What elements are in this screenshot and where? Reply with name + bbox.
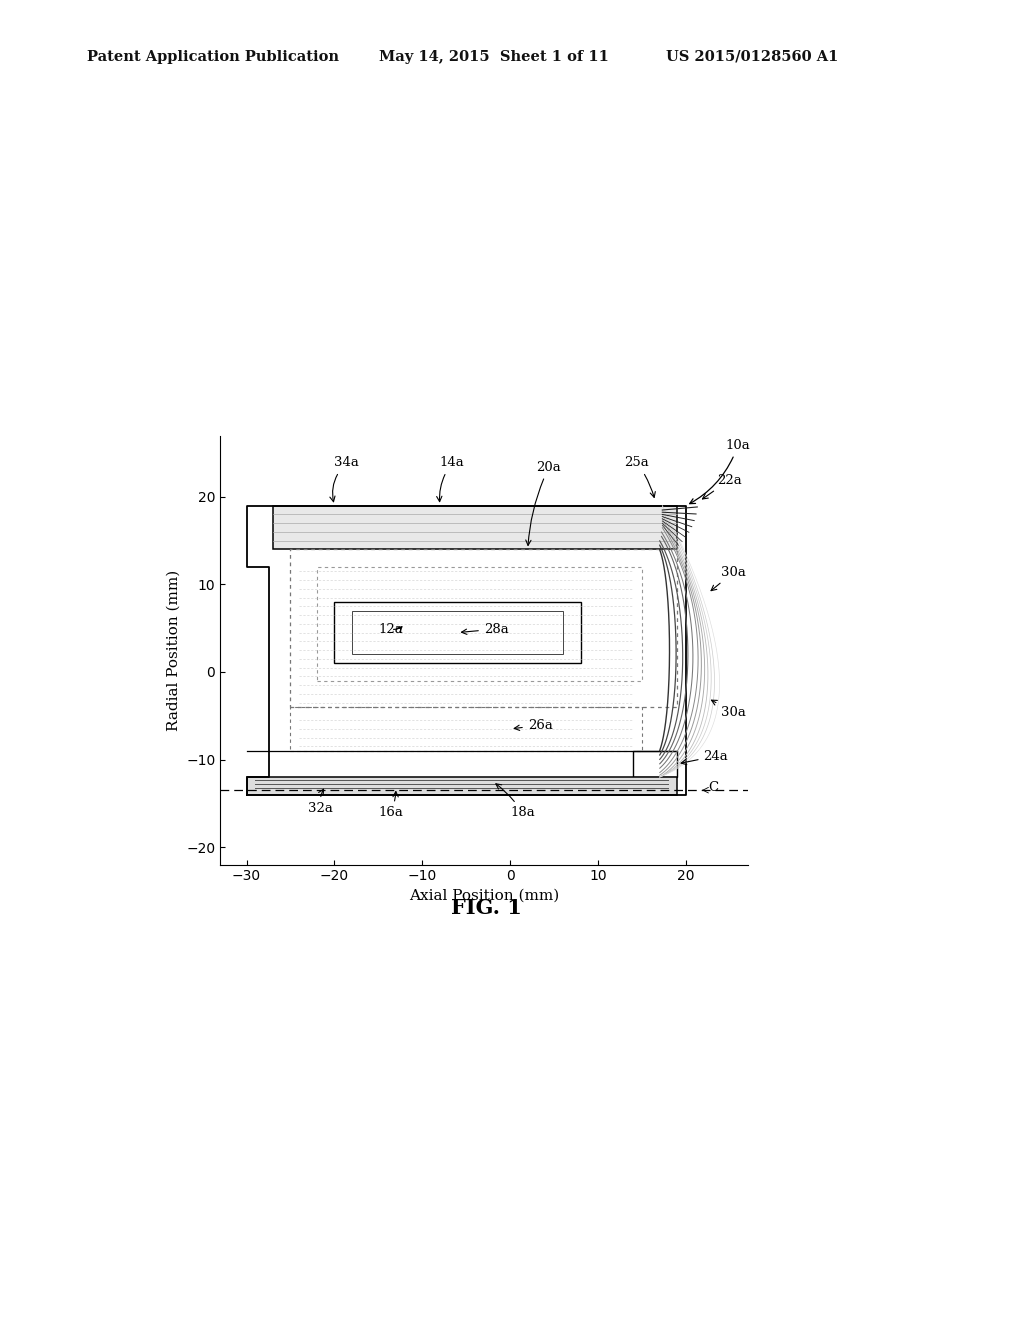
Bar xyxy=(316,566,642,681)
Y-axis label: Radial Position (mm): Radial Position (mm) xyxy=(167,569,180,731)
Text: 14a: 14a xyxy=(436,457,465,502)
Bar xyxy=(291,708,642,751)
Text: 24a: 24a xyxy=(681,750,728,764)
Text: Patent Application Publication: Patent Application Publication xyxy=(87,50,339,63)
Bar xyxy=(273,506,677,549)
Text: 30a: 30a xyxy=(711,566,746,590)
Text: C: C xyxy=(708,781,718,795)
Text: 18a: 18a xyxy=(496,784,535,820)
Bar xyxy=(352,611,563,655)
Text: 34a: 34a xyxy=(330,457,359,502)
Text: May 14, 2015  Sheet 1 of 11: May 14, 2015 Sheet 1 of 11 xyxy=(379,50,608,63)
Text: 32a: 32a xyxy=(308,789,333,814)
Text: 20a: 20a xyxy=(525,461,561,545)
Bar xyxy=(335,602,581,663)
Text: 26a: 26a xyxy=(514,719,553,731)
Bar xyxy=(247,777,677,795)
Text: 28a: 28a xyxy=(462,623,509,636)
X-axis label: Axial Position (mm): Axial Position (mm) xyxy=(409,888,559,903)
Text: 16a: 16a xyxy=(379,792,403,820)
Bar xyxy=(291,549,677,708)
Text: 12a: 12a xyxy=(379,623,403,636)
Text: 22a: 22a xyxy=(702,474,741,499)
Text: US 2015/0128560 A1: US 2015/0128560 A1 xyxy=(666,50,838,63)
Text: 10a: 10a xyxy=(690,438,751,504)
Bar xyxy=(633,751,677,777)
Text: 30a: 30a xyxy=(712,700,746,719)
Text: FIG. 1: FIG. 1 xyxy=(451,898,522,919)
Text: 25a: 25a xyxy=(625,457,655,498)
